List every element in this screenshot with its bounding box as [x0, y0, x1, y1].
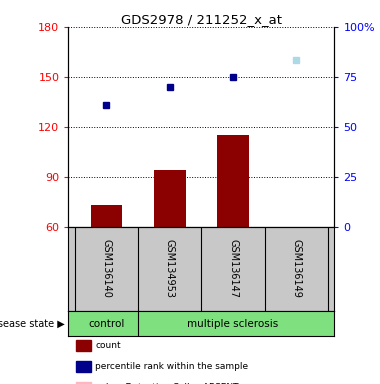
Text: GSM134953: GSM134953: [165, 239, 175, 298]
Bar: [90, 205, 122, 227]
Text: percentile rank within the sample: percentile rank within the sample: [95, 362, 248, 371]
Text: GSM136147: GSM136147: [228, 239, 238, 298]
Text: count: count: [95, 341, 120, 350]
Text: disease state ▶: disease state ▶: [0, 318, 65, 329]
Bar: [217, 135, 249, 227]
Text: multiple sclerosis: multiple sclerosis: [187, 318, 279, 329]
Bar: [154, 170, 185, 227]
Text: GSM136140: GSM136140: [101, 239, 111, 298]
Text: control: control: [88, 318, 125, 329]
Text: value, Detection Call = ABSENT: value, Detection Call = ABSENT: [95, 383, 239, 384]
Text: GSM136149: GSM136149: [291, 239, 301, 298]
Title: GDS2978 / 211252_x_at: GDS2978 / 211252_x_at: [121, 13, 282, 26]
